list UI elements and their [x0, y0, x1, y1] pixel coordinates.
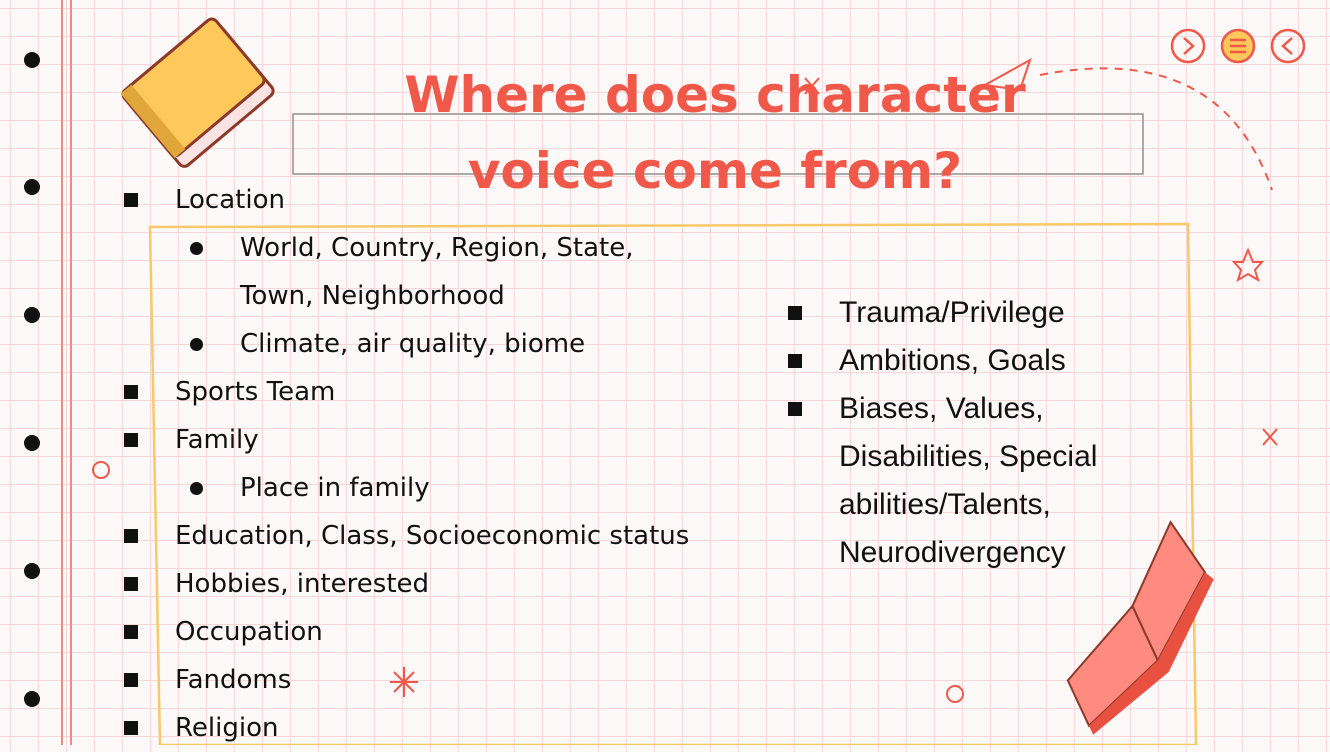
bullet-square [788, 354, 802, 368]
bullet-square [124, 625, 138, 639]
sub-item: Climate, air quality, biome [120, 320, 680, 368]
sub-item-text: Climate, air quality, biome [240, 320, 680, 368]
item-text: Biases, Values, Disabilities, Special ab… [839, 385, 1159, 577]
item-text: Occupation [175, 608, 800, 656]
bullet-dot [190, 482, 203, 495]
list-item: Education, Class, Socioeconomic status [120, 512, 800, 560]
bullet-dot [190, 338, 203, 351]
list-item: Sports Team [120, 368, 800, 416]
list-item: Trauma/Privilege [784, 289, 1159, 337]
sub-item-text: World, Country, Region, State, Town, Nei… [240, 224, 680, 320]
list-item: Fandoms [120, 656, 800, 704]
item-text: Trauma/Privilege [839, 289, 1159, 337]
sub-item-text: Place in family [240, 464, 680, 512]
sub-item: World, Country, Region, State, Town, Nei… [120, 224, 680, 320]
item-text: Sports Team [175, 368, 800, 416]
list-item: Biases, Values, Disabilities, Special ab… [784, 385, 1159, 577]
list-item: Family [120, 416, 800, 464]
item-text: Hobbies, interested [175, 560, 800, 608]
bullet-square [124, 385, 138, 399]
list-item: Hobbies, interested [120, 560, 800, 608]
sub-item: Place in family [120, 464, 680, 512]
item-text: Ambitions, Goals [839, 337, 1159, 385]
bullet-square [124, 721, 138, 735]
bullet-square [124, 529, 138, 543]
bullet-square [124, 193, 138, 207]
bullet-square [788, 402, 802, 416]
list-item: Occupation [120, 608, 800, 656]
item-text: Education, Class, Socioeconomic status [175, 512, 800, 560]
item-text: Family [175, 416, 800, 464]
slide: {"title": "Where does character voice co… [0, 0, 1330, 745]
item-text: Location [175, 176, 800, 224]
bullet-square [788, 306, 802, 320]
item-text: Fandoms [175, 656, 800, 704]
bullet-dot [190, 242, 203, 255]
bullet-square [124, 577, 138, 591]
bullet-square [124, 433, 138, 447]
list-item: Ambitions, Goals [784, 337, 1159, 385]
list-item: Location [120, 176, 800, 224]
bullet-square [124, 673, 138, 687]
